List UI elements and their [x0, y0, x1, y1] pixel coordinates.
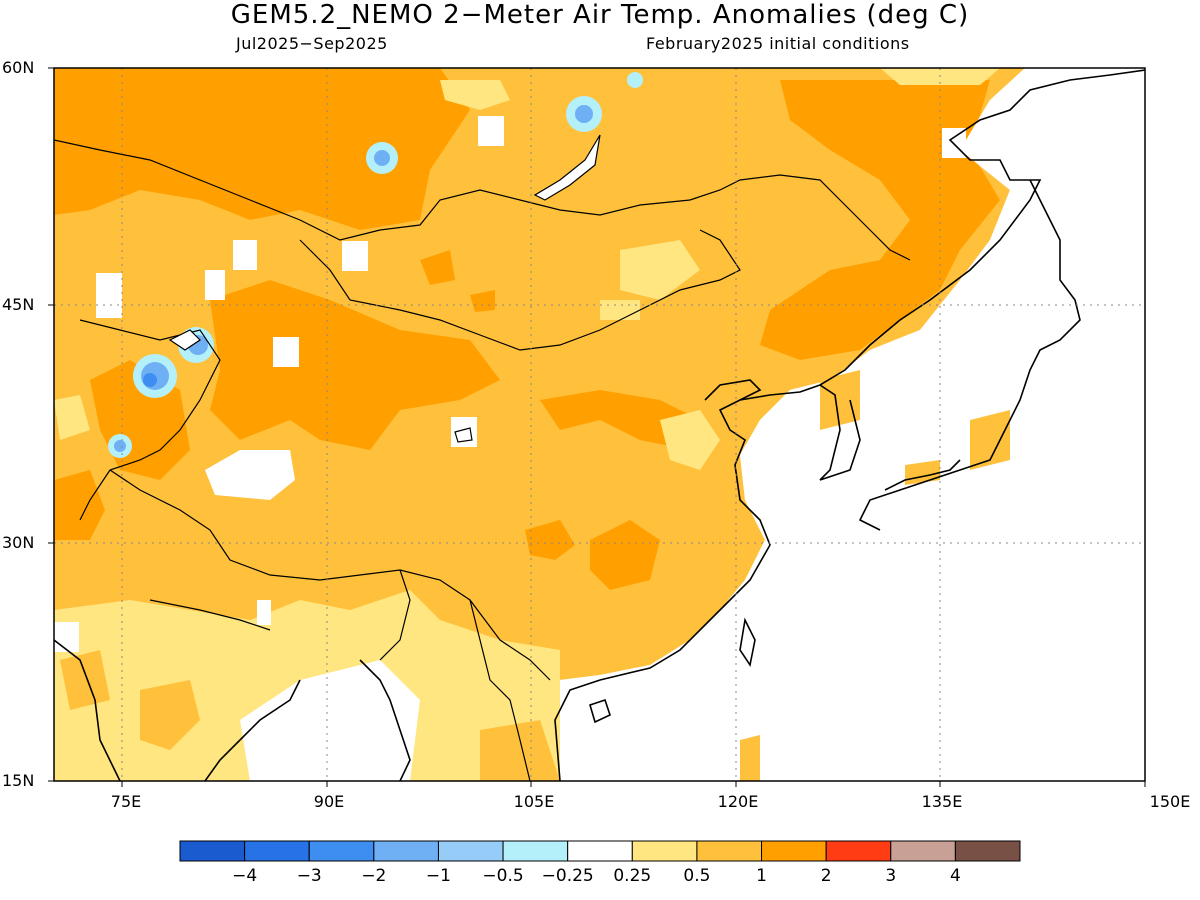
lakes	[168, 134, 601, 443]
anomaly-fill-negative	[108, 72, 643, 458]
colorbar-label: 2	[820, 866, 832, 886]
lat-label-45n: 45N	[2, 295, 35, 314]
colorbar-swatch	[631, 840, 698, 862]
axis-ticks	[48, 67, 1146, 787]
coastlines	[54, 69, 1145, 781]
colorbar-swatch	[761, 840, 827, 862]
colorbar-swatch	[696, 840, 763, 862]
lat-label-30n: 30N	[2, 533, 35, 552]
colorbar-swatch	[954, 840, 1021, 862]
lat-label-60n: 60N	[2, 58, 35, 77]
colorbar	[179, 840, 1021, 862]
colorbar-swatch	[825, 840, 892, 862]
colorbar-swatch	[890, 840, 956, 862]
bay-of-bengal	[240, 660, 420, 781]
colorbar-label: −4	[232, 866, 258, 886]
initial-conditions-label: February2025 initial conditions	[646, 34, 910, 53]
colorbar-label: −3	[296, 866, 322, 886]
ocean-area	[560, 68, 1145, 781]
anomaly-fill-islands	[740, 370, 1010, 781]
colorbar-label: −0.25	[541, 866, 594, 886]
colorbar-swatch	[244, 840, 310, 862]
lon-label-90e: 90E	[313, 792, 345, 811]
colorbar-label: 3	[885, 866, 897, 886]
colorbar-label: 1	[756, 866, 767, 886]
colorbar-label: −2	[361, 866, 387, 886]
colorbar-label: −1	[425, 866, 451, 886]
country-borders	[54, 139, 911, 781]
lon-label-150e: 150E	[1149, 792, 1191, 811]
colorbar-swatch	[502, 840, 569, 862]
colorbar-label: −0.5	[482, 866, 524, 886]
lat-label-15n: 15N	[2, 771, 35, 790]
lon-label-120e: 120E	[717, 792, 759, 811]
colorbar-swatch	[308, 840, 375, 862]
colorbar-label: 0.5	[683, 866, 711, 886]
season-label: Jul2025−Sep2025	[236, 34, 388, 53]
map-title: GEM5.2_NEMO 2−Meter Air Temp. Anomalies …	[230, 0, 970, 30]
lon-label-105e: 105E	[513, 792, 555, 811]
map-plot-area	[54, 68, 1145, 781]
colorbar-label: 4	[949, 866, 961, 886]
colorbar-swatch	[179, 840, 246, 862]
lon-label-75e: 75E	[110, 792, 142, 811]
colorbar-swatch	[373, 840, 439, 862]
lon-label-135e: 135E	[921, 792, 963, 811]
colorbar-label: 0.25	[613, 866, 652, 886]
anomaly-fill-south	[60, 650, 560, 781]
map-frame	[53, 67, 1146, 782]
anomaly-fill-neutral	[54, 116, 966, 652]
colorbar-swatch	[567, 840, 633, 862]
colorbar-swatch	[437, 840, 504, 862]
